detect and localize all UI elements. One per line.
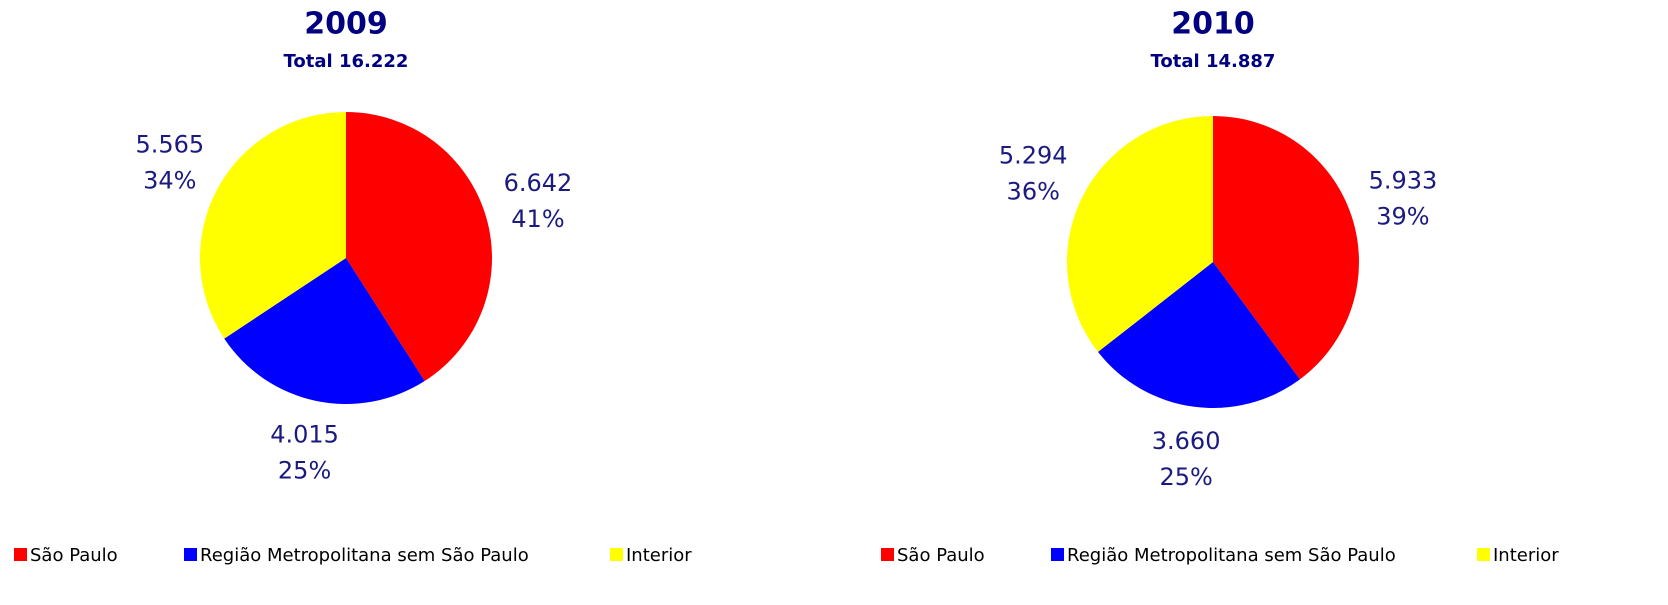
legend-swatch [1477,548,1490,561]
pie-slice [1067,116,1213,352]
share-label: 25% [278,457,331,485]
chart-title: 2009 [304,7,388,42]
value-label: 5.565 [135,130,204,158]
legend-label: São Paulo [30,545,118,566]
legend-label: Interior [626,545,692,566]
chart-subtitle: Total 16.222 [284,51,409,72]
legend-swatch [14,548,27,561]
value-label: 3.660 [1152,427,1221,455]
legend-label: Interior [1493,545,1559,566]
share-label: 41% [511,205,564,233]
value-label: 5.933 [1369,166,1438,194]
legend-swatch [1051,548,1064,561]
pie-slice [1213,116,1360,380]
legend-label: Região Metropolitana sem São Paulo [200,545,529,566]
legend-label: São Paulo [897,545,985,566]
pie-slice [1097,262,1300,409]
share-label: 34% [143,166,196,194]
share-label: 36% [1007,177,1060,205]
legend-swatch [881,548,894,561]
legend-swatch [610,548,623,561]
pie-slice [224,258,425,405]
value-label: 6.642 [504,169,573,197]
value-label: 4.015 [270,421,339,449]
chart-title: 2010 [1171,7,1255,42]
pie-slice [346,112,492,381]
legend-swatch [184,548,197,561]
legend-label: Região Metropolitana sem São Paulo [1067,545,1396,566]
share-label: 25% [1159,463,1212,491]
share-label: 39% [1376,202,1429,230]
pie-slice [199,111,346,339]
value-label: 5.294 [999,141,1068,169]
chart-subtitle: Total 14.887 [1151,51,1276,72]
